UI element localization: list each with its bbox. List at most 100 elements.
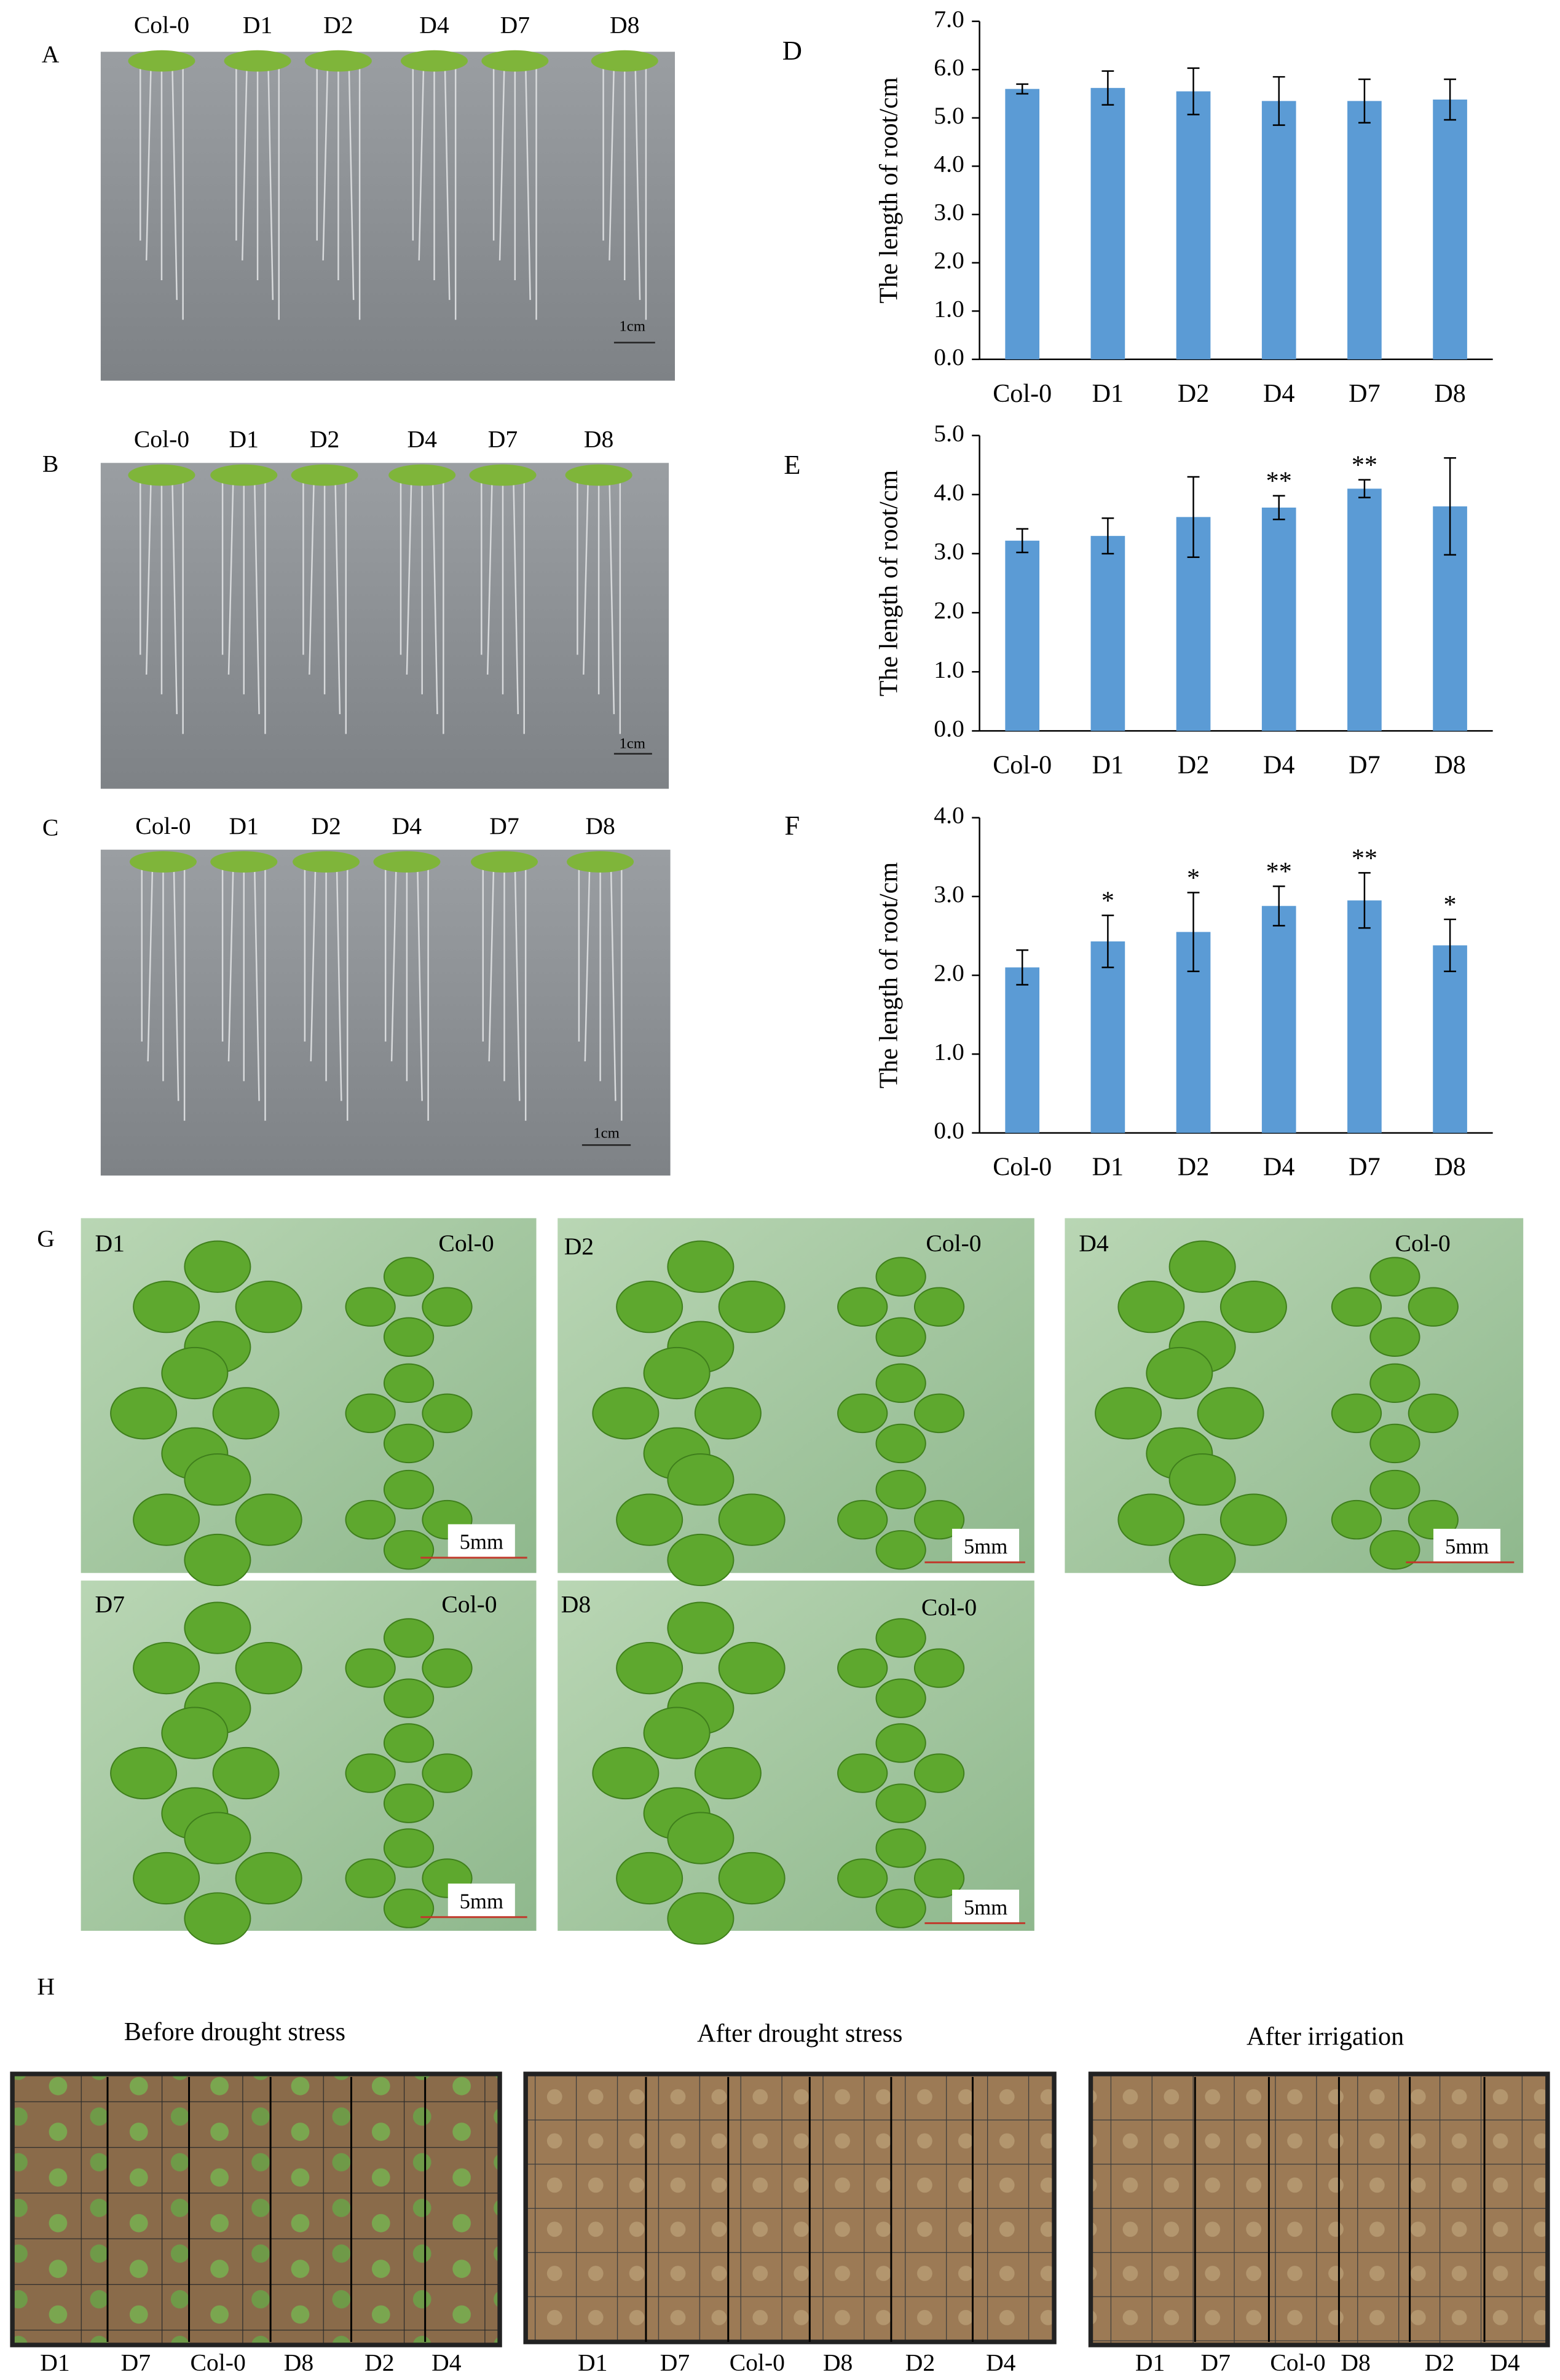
leaf bbox=[875, 1363, 926, 1404]
error-bar bbox=[1016, 83, 1029, 95]
line-label: D7 bbox=[95, 1590, 124, 1617]
scale-bar-box bbox=[952, 1528, 1020, 1563]
seedling bbox=[293, 851, 360, 873]
leaf bbox=[345, 1499, 396, 1540]
genotype-label: D8 bbox=[610, 12, 639, 39]
root bbox=[253, 478, 260, 715]
bar bbox=[1090, 88, 1125, 359]
x-tick-label: D4 bbox=[1263, 1153, 1294, 1182]
root bbox=[431, 478, 438, 715]
leaf bbox=[913, 1858, 965, 1898]
leaf bbox=[875, 1530, 926, 1570]
leaf bbox=[875, 1888, 926, 1928]
panel-label: H bbox=[37, 1973, 55, 2000]
seedling bbox=[128, 50, 195, 72]
genotype-label: D4 bbox=[1490, 2349, 1520, 2376]
root bbox=[417, 865, 423, 1101]
leaf bbox=[1331, 1287, 1382, 1327]
leaf bbox=[383, 1828, 435, 1868]
error-bar bbox=[1358, 872, 1371, 929]
significance-label: * bbox=[1444, 890, 1457, 919]
line-label: D4 bbox=[1079, 1230, 1109, 1257]
panel-label: F bbox=[784, 810, 800, 841]
leaf bbox=[1219, 1493, 1287, 1546]
error-bar bbox=[1272, 885, 1285, 927]
leaf bbox=[1408, 1287, 1459, 1327]
genotype-label: D1 bbox=[229, 812, 259, 839]
significance-label: * bbox=[1187, 863, 1200, 892]
bar bbox=[1433, 945, 1467, 1133]
root bbox=[145, 478, 152, 675]
root bbox=[348, 64, 355, 300]
leaf bbox=[616, 1493, 683, 1546]
root bbox=[488, 865, 495, 1062]
bar bbox=[1347, 101, 1382, 359]
seedling bbox=[565, 464, 632, 486]
x-tick-label: D8 bbox=[1434, 379, 1465, 408]
panel-label: G bbox=[37, 1225, 55, 1252]
y-tick-label: 4.0 bbox=[934, 479, 964, 506]
leaf bbox=[643, 1346, 711, 1400]
y-tick-label: 0.0 bbox=[934, 715, 964, 742]
leaf bbox=[235, 1281, 302, 1333]
error-bar bbox=[1187, 67, 1200, 116]
genotype-label: D7 bbox=[488, 426, 518, 453]
leaf bbox=[383, 1888, 435, 1928]
root bbox=[390, 865, 397, 1062]
y-axis-label: The length of root/cm bbox=[875, 862, 904, 1089]
genotype-label: D8 bbox=[585, 812, 615, 839]
leaf bbox=[184, 1240, 251, 1293]
genotype-label: D2 bbox=[311, 812, 341, 839]
root-photo bbox=[100, 463, 669, 789]
bar bbox=[1261, 507, 1296, 731]
leaf bbox=[1369, 1469, 1420, 1510]
x-tick-label: D7 bbox=[1349, 379, 1380, 408]
line-label: D1 bbox=[95, 1230, 124, 1257]
genotype-label: Col-0 bbox=[134, 12, 189, 39]
leaf bbox=[1369, 1363, 1420, 1404]
error-bar bbox=[1444, 918, 1456, 972]
x-tick-label: Col-0 bbox=[993, 751, 1052, 780]
control-label: Col-0 bbox=[926, 1230, 981, 1257]
panel-label: A bbox=[42, 41, 60, 68]
genotype-label: Col-0 bbox=[1270, 2349, 1325, 2376]
leaf bbox=[184, 1533, 251, 1587]
genotype-label: D2 bbox=[1425, 2349, 1454, 2376]
leaf bbox=[718, 1641, 786, 1695]
genotype-label: D8 bbox=[1341, 2349, 1370, 2376]
scale-bar-label: 1cm bbox=[619, 318, 645, 334]
leaf bbox=[383, 1530, 435, 1570]
leaf bbox=[913, 1648, 965, 1688]
genotype-label: Col-0 bbox=[134, 426, 189, 453]
root bbox=[524, 64, 531, 300]
leaf bbox=[837, 1499, 888, 1540]
panel-label: C bbox=[42, 814, 58, 841]
genotype-label: D7 bbox=[121, 2349, 151, 2376]
scale-bar-box bbox=[952, 1890, 1020, 1923]
leaf bbox=[1369, 1317, 1420, 1357]
leaf bbox=[422, 1393, 473, 1434]
panel-label: D bbox=[782, 35, 802, 66]
y-tick-label: 2.0 bbox=[934, 597, 964, 624]
leaf bbox=[913, 1287, 965, 1327]
leaf bbox=[184, 1453, 251, 1506]
leaf bbox=[913, 1753, 965, 1793]
error-bar bbox=[1358, 78, 1371, 124]
leaf bbox=[110, 1387, 178, 1440]
root bbox=[171, 64, 178, 300]
leaf bbox=[875, 1423, 926, 1464]
y-tick-label: 1.0 bbox=[934, 1038, 964, 1065]
root bbox=[418, 64, 425, 261]
genotype-label: D1 bbox=[243, 12, 272, 39]
leaf bbox=[1408, 1393, 1459, 1434]
seedling bbox=[469, 464, 537, 486]
root bbox=[242, 64, 248, 261]
leaf bbox=[133, 1852, 200, 1905]
panel-label: B bbox=[42, 450, 58, 477]
x-tick-label: D8 bbox=[1434, 1153, 1465, 1182]
root bbox=[583, 478, 589, 675]
seedling bbox=[373, 851, 441, 873]
significance-label: * bbox=[1101, 887, 1114, 916]
error-bar bbox=[1187, 892, 1200, 972]
